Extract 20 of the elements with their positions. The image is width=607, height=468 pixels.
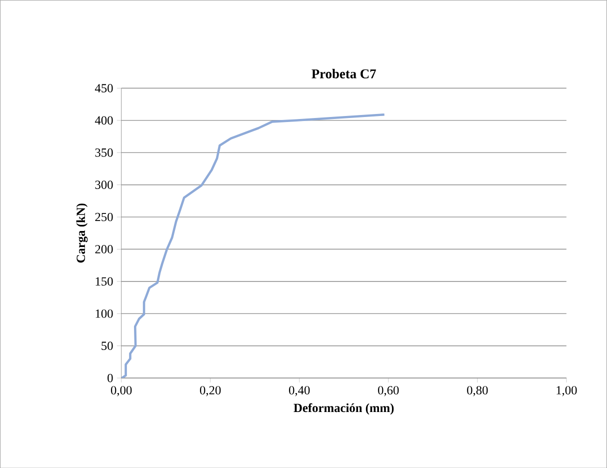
x-axis-title: Deformación (mm)	[294, 403, 394, 414]
y-tick-label: 150	[96, 277, 113, 286]
x-tick-label: 0,40	[289, 386, 310, 396]
y-tick-label: 0	[108, 374, 113, 382]
y-axis-title: Carga (kN)	[76, 203, 88, 262]
x-tick-label: 0,20	[200, 386, 221, 396]
chart-title: Probeta C7	[312, 68, 376, 78]
x-tick-label: 0,80	[467, 386, 488, 396]
y-tick-label: 100	[96, 309, 113, 318]
y-tick-label: 50	[102, 342, 113, 350]
x-tick-label: 0,00	[110, 386, 132, 396]
y-tick-label: 250	[95, 212, 113, 222]
y-tick-label: 350	[95, 148, 113, 157]
x-tick-label: 0,60	[378, 386, 399, 396]
x-tick-label: 1,00	[556, 386, 577, 396]
y-tick-label: 400	[94, 116, 113, 124]
y-tick-label: 200	[95, 244, 113, 254]
y-tick-label: 450	[94, 84, 113, 92]
line-series	[121, 113, 386, 378]
y-tick-label: 300	[95, 180, 113, 189]
